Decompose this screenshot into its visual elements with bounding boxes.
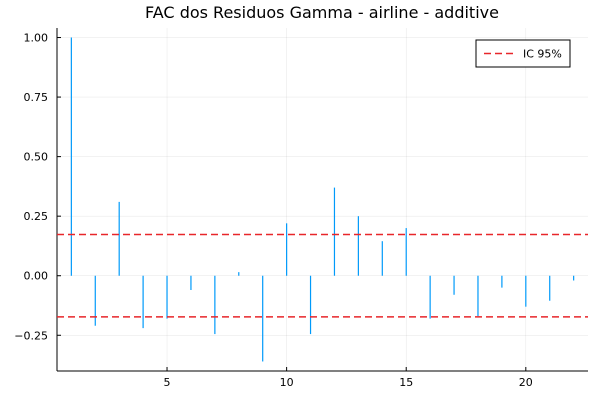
legend-box [475, 39, 571, 68]
x-tick-label: 20 [519, 376, 533, 389]
y-tick-label: 1.00 [24, 32, 49, 45]
y-tick-label: 0.25 [24, 210, 49, 223]
y-tick-label: 0.50 [24, 151, 49, 164]
y-tick-label: −0.25 [14, 329, 48, 342]
legend: IC 95% [475, 39, 571, 68]
y-tick-label: 0.75 [24, 91, 49, 104]
y-tick-label: 0.00 [24, 270, 49, 283]
axes: 5 10 15 20 −0.25 0.00 0.25 0.50 0.75 1.00 [14, 28, 588, 389]
legend-label: IC 95% [523, 48, 562, 61]
x-tick-label: 5 [164, 376, 171, 389]
chart-title: FAC dos Residuos Gamma - airline - addit… [145, 3, 499, 22]
x-tick-label: 15 [399, 376, 413, 389]
acf-bars [70, 37, 575, 362]
x-tick-label: 10 [280, 376, 294, 389]
confidence-band [57, 233, 588, 318]
grid [57, 28, 588, 371]
